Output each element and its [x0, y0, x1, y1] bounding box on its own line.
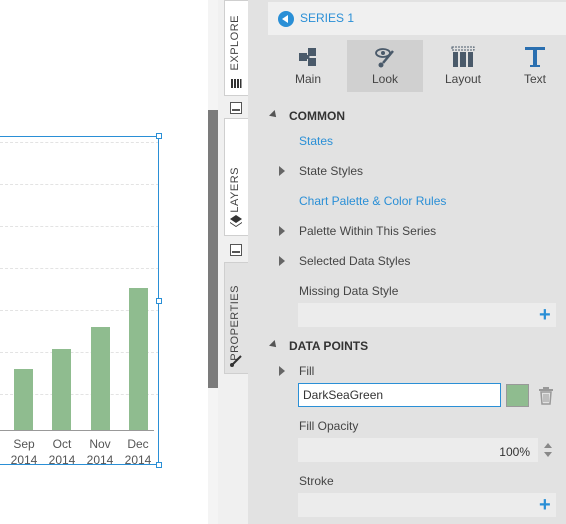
section-common-title[interactable]: COMMON	[289, 109, 345, 123]
tab-look[interactable]: Look	[347, 40, 423, 92]
brush-icon	[230, 355, 242, 367]
panel-header: SERIES 1	[268, 2, 566, 35]
state-styles-label[interactable]: State Styles	[299, 164, 364, 178]
tab-layers-label: LAYERS	[229, 167, 241, 213]
fill-color-input[interactable]	[298, 383, 501, 407]
fill-opacity-label: Fill Opacity	[299, 419, 359, 433]
properties-panel: SERIES 1 Main Look Layout Text COMMON St…	[248, 0, 566, 524]
expand-arrow-icon[interactable]	[279, 166, 285, 176]
trash-icon[interactable]	[538, 387, 554, 405]
stroke-field[interactable]	[298, 493, 556, 517]
expand-arrow-icon[interactable]	[279, 366, 285, 376]
chart-bar-sep[interactable]	[14, 369, 33, 430]
grid-line	[0, 352, 159, 353]
resize-handle-right[interactable]	[156, 298, 162, 304]
tab-layers[interactable]: LAYERS	[224, 118, 248, 236]
grid-line	[0, 226, 159, 227]
scrollbar-thumb[interactable]	[208, 110, 218, 388]
fill-opacity-value[interactable]: 100%	[499, 445, 530, 459]
puzzle-icon	[299, 48, 316, 66]
x-tick-label: Nov 2014	[86, 437, 114, 467]
tab-main-label: Main	[294, 72, 321, 86]
fill-color-swatch[interactable]	[506, 384, 529, 407]
x-axis	[0, 430, 154, 431]
palette-within-label[interactable]: Palette Within This Series	[299, 224, 437, 238]
panel-toggle-icon[interactable]	[230, 102, 242, 114]
tab-explore[interactable]: EXPLORE	[224, 0, 248, 96]
text-t-icon	[525, 47, 545, 67]
x-tick-label: Dec 2014	[124, 437, 152, 467]
chart-bar-nov[interactable]	[91, 327, 110, 430]
resize-handle-top-right[interactable]	[156, 133, 162, 139]
selected-styles-label[interactable]: Selected Data Styles	[299, 254, 411, 268]
chart-canvas[interactable]: Sep 2014 Oct 2014 Nov 2014 Dec 2014	[0, 0, 208, 524]
tab-layout-label: Layout	[444, 72, 482, 86]
bar-chart-icon	[231, 79, 242, 88]
tab-look-label: Look	[371, 72, 399, 86]
vertical-tab-strip: EXPLORE LAYERS PROPERTIES	[218, 0, 248, 524]
eye-brush-icon	[375, 48, 394, 68]
grid-line	[0, 394, 159, 395]
panel-toggle-icon[interactable]	[230, 244, 242, 256]
grid-line	[0, 310, 159, 311]
grid-line	[0, 142, 159, 143]
x-tick-label: Sep 2014	[10, 437, 38, 467]
chart-bar-oct[interactable]	[52, 349, 71, 430]
missing-style-label: Missing Data Style	[299, 284, 399, 298]
add-plus-icon[interactable]: +	[539, 494, 551, 516]
tab-layout[interactable]: Layout	[425, 40, 501, 92]
chart-bar-dec[interactable]	[129, 288, 148, 430]
series-title[interactable]: SERIES 1	[300, 11, 355, 25]
tab-main[interactable]: Main	[270, 40, 346, 92]
grid-line	[0, 184, 159, 185]
expand-arrow-icon[interactable]	[279, 256, 285, 266]
section-data-points-title[interactable]: DATA POINTS	[289, 339, 369, 353]
spinner-arrows-icon[interactable]	[543, 442, 553, 458]
collapse-arrow-icon[interactable]	[269, 110, 279, 120]
layers-icon	[230, 215, 242, 227]
missing-style-field[interactable]	[298, 303, 556, 327]
add-plus-icon[interactable]: +	[539, 304, 551, 326]
fill-label[interactable]: Fill	[299, 364, 315, 378]
selection-border	[0, 136, 159, 465]
tab-text-label: Text	[523, 72, 546, 86]
grid-line	[0, 268, 159, 269]
tab-properties[interactable]: PROPERTIES	[224, 262, 248, 374]
expand-arrow-icon[interactable]	[279, 226, 285, 236]
tab-explore-label: EXPLORE	[229, 15, 241, 71]
stroke-label: Stroke	[299, 474, 334, 488]
tab-properties-label: PROPERTIES	[229, 285, 241, 361]
x-tick-label: Oct 2014	[48, 437, 76, 467]
tab-text[interactable]: Text	[504, 40, 566, 92]
resize-handle-bottom-right[interactable]	[156, 462, 162, 468]
fill-opacity-field[interactable]: 100%	[298, 438, 538, 462]
chart-palette-link[interactable]: Chart Palette & Color Rules	[299, 194, 447, 208]
back-arrow-icon[interactable]	[278, 11, 294, 27]
states-link[interactable]: States	[299, 134, 334, 148]
layout-icon	[451, 46, 475, 67]
collapse-arrow-icon[interactable]	[269, 340, 279, 350]
